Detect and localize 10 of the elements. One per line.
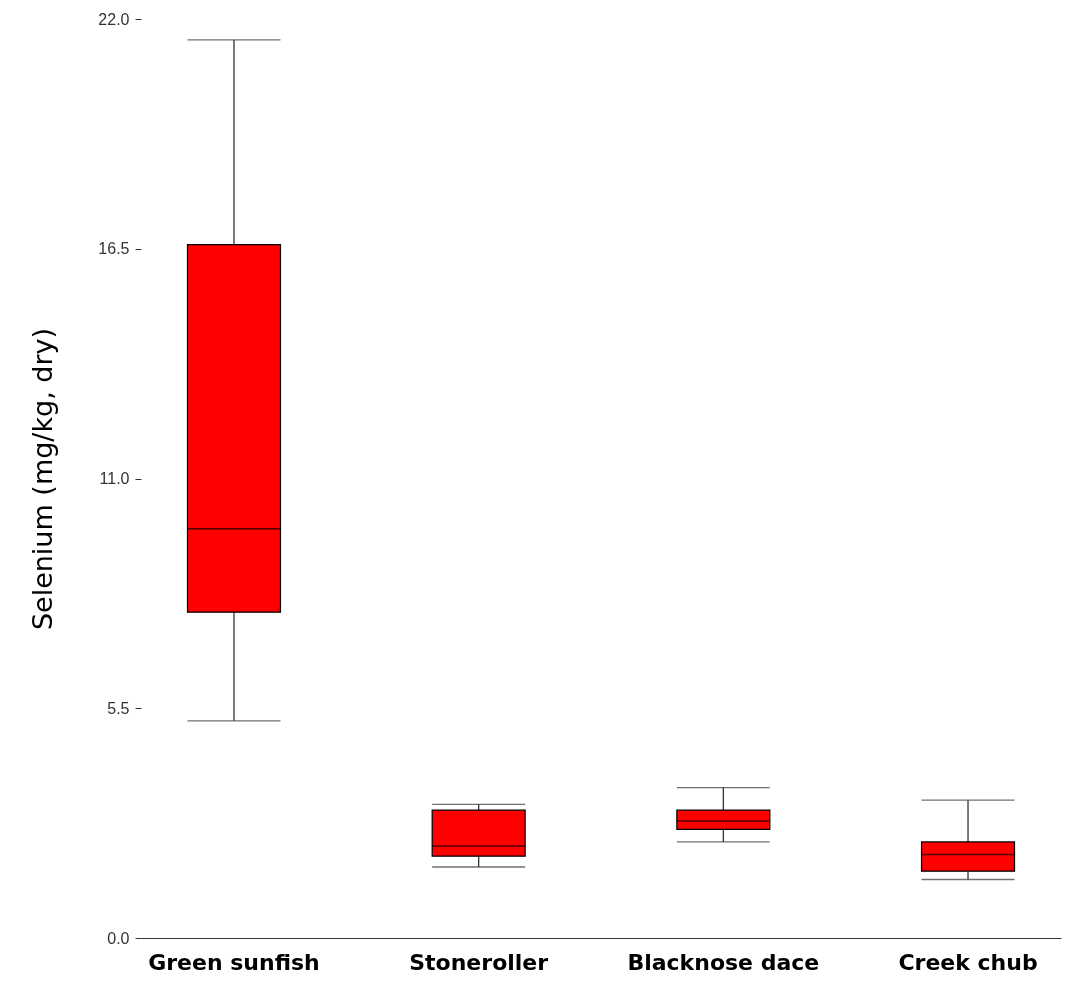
y-tick-label: 22.0 <box>98 10 130 28</box>
y-tick-label: 11.0 <box>99 470 130 487</box>
x-tick-label: Creek chub <box>898 949 1038 975</box>
x-tick-label: Blacknose dace <box>627 949 820 975</box>
y-tick-label: 5.5 <box>107 699 130 717</box>
y-tick-label: 0.0 <box>107 929 130 947</box>
y-axis-title: Selenium (mg/kg, dry) <box>27 327 59 631</box>
y-tick-label: 16.5 <box>98 240 130 258</box>
x-tick-label: Green sunfish <box>148 949 320 975</box>
x-tick-label: Stoneroller <box>409 949 549 975</box>
